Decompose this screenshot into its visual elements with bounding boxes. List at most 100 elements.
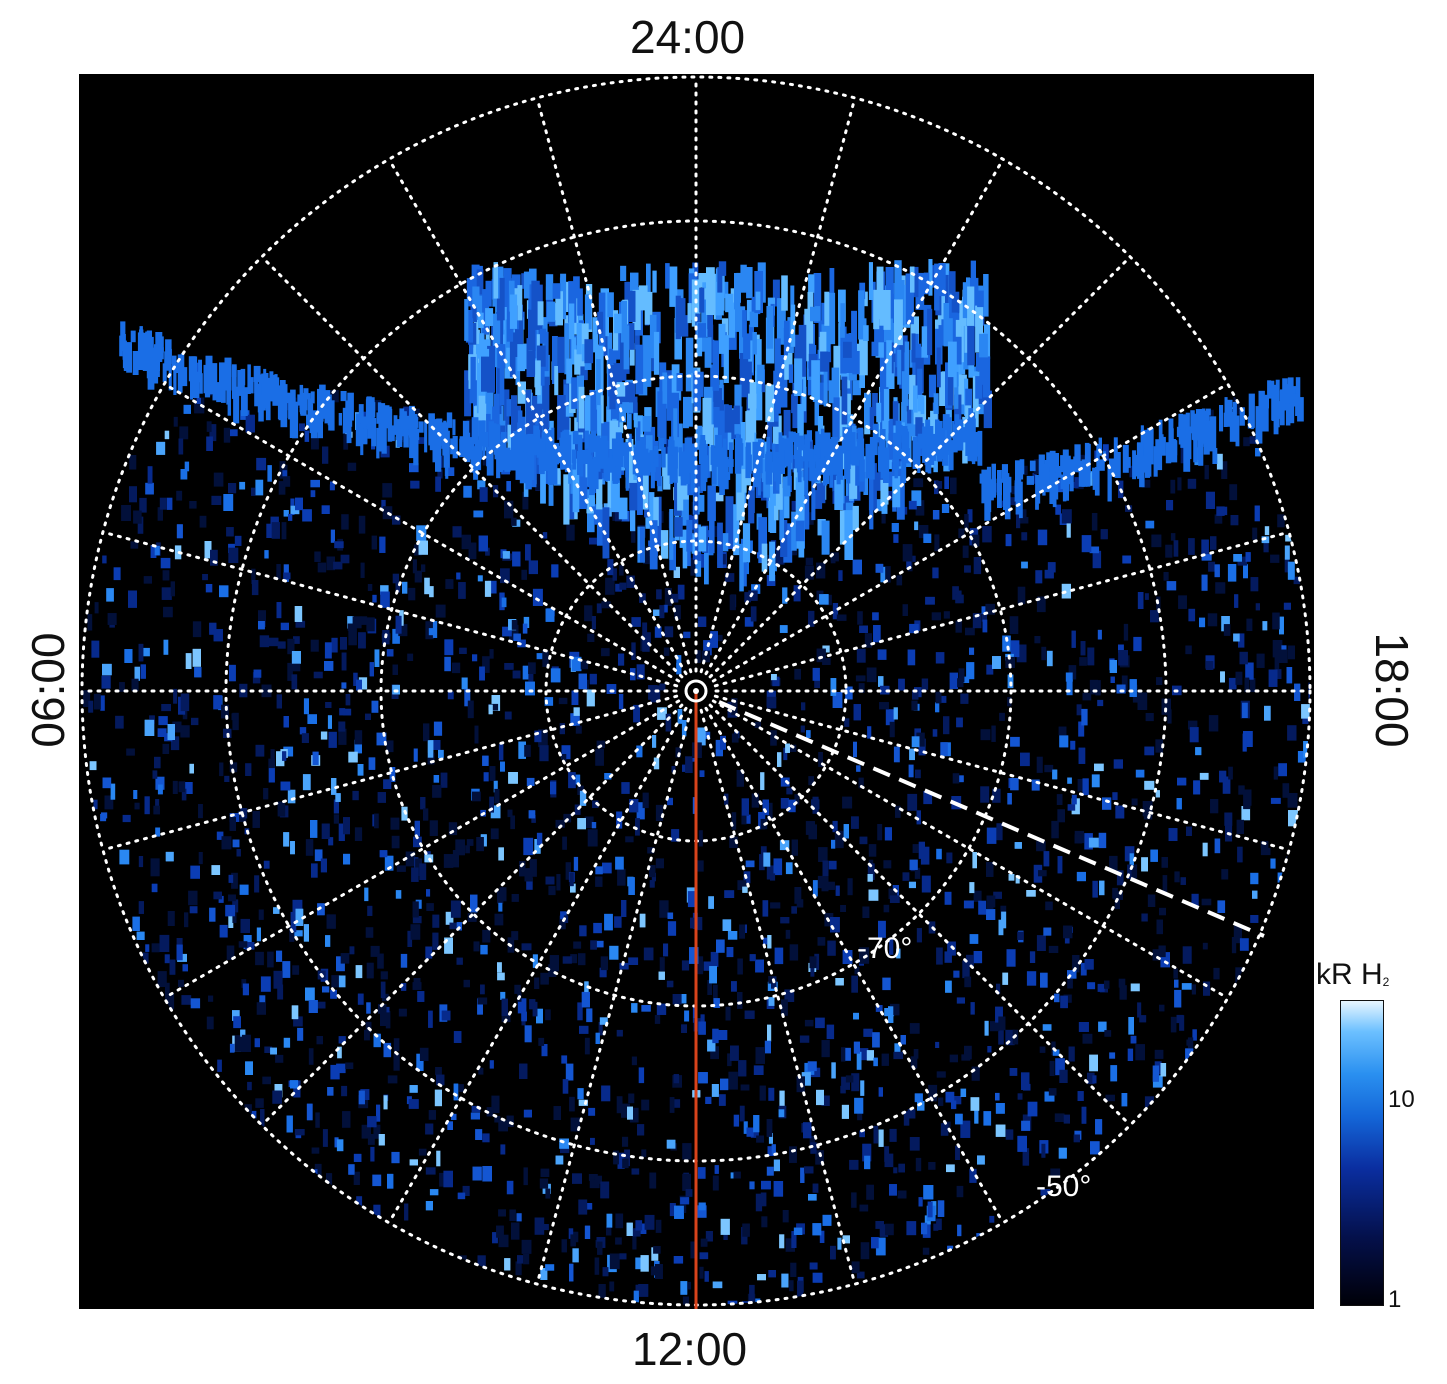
emission-pixel xyxy=(918,525,929,539)
rim-streak xyxy=(310,410,318,439)
emission-pixel xyxy=(1036,935,1046,951)
emission-pixel xyxy=(875,1005,883,1012)
emission-pixel xyxy=(273,907,280,914)
emission-pixel xyxy=(239,481,246,490)
oval-streak xyxy=(776,298,786,345)
emission-pixel xyxy=(785,1238,795,1252)
oval-streak xyxy=(826,292,836,345)
emission-pixel xyxy=(314,849,323,862)
emission-pixel xyxy=(745,814,751,824)
rim-streak xyxy=(1067,459,1074,476)
emission-pixel xyxy=(750,606,757,622)
emission-pixel xyxy=(242,983,249,996)
emission-pixel xyxy=(712,1028,719,1044)
emission-pixel xyxy=(292,899,303,918)
rim-streak xyxy=(658,437,665,450)
oval-streak xyxy=(666,374,675,421)
emission-pixel xyxy=(321,823,330,839)
oval-streak xyxy=(674,517,683,537)
emission-pixel xyxy=(447,1121,453,1130)
emission-pixel xyxy=(194,397,205,414)
rim-streak xyxy=(1060,474,1068,489)
rim-streak xyxy=(784,438,790,467)
rim-streak xyxy=(1232,401,1237,420)
emission-pixel xyxy=(595,748,604,766)
emission-pixel xyxy=(283,572,291,580)
emission-pixel xyxy=(280,781,291,791)
longitude-line xyxy=(162,382,681,683)
oval-streak xyxy=(509,332,517,377)
emission-pixel xyxy=(753,1115,760,1133)
emission-pixel xyxy=(864,633,872,648)
oval-streak xyxy=(913,385,918,413)
emission-pixel xyxy=(303,924,309,942)
longitude-line xyxy=(260,255,684,679)
emission-pixel xyxy=(744,617,754,627)
emission-pixel xyxy=(1007,674,1014,689)
emission-pixel xyxy=(339,708,346,716)
emission-pixel xyxy=(327,715,332,729)
emission-pixel xyxy=(525,681,535,696)
emission-pixel xyxy=(1102,797,1112,810)
emission-pixel xyxy=(194,667,202,678)
rim-streak xyxy=(680,459,687,486)
emission-pixel xyxy=(842,796,853,809)
emission-pixel xyxy=(1176,798,1182,810)
oval-streak xyxy=(464,370,472,417)
emission-pixel xyxy=(288,513,293,521)
emission-pixel xyxy=(707,980,712,995)
emission-pixel xyxy=(572,1248,579,1263)
oval-streak xyxy=(930,410,938,452)
emission-pixel xyxy=(165,851,174,862)
emission-pixel xyxy=(902,544,913,562)
auroral-oval xyxy=(119,259,1304,592)
emission-pixel xyxy=(1144,746,1155,756)
emission-pixel xyxy=(333,814,339,824)
rim-streak xyxy=(241,378,245,394)
rim-streak xyxy=(310,391,315,404)
emission-pixel xyxy=(512,670,521,679)
oval-streak xyxy=(844,510,854,560)
oval-streak xyxy=(749,311,759,328)
oval-streak xyxy=(653,497,659,526)
emission-pixel xyxy=(615,583,622,592)
emission-pixel xyxy=(695,650,701,663)
rim-streak xyxy=(233,386,240,424)
emission-pixel xyxy=(1002,635,1011,652)
emission-pixel xyxy=(859,1048,869,1061)
oval-streak xyxy=(464,299,469,341)
emission-pixel xyxy=(228,911,234,928)
emission-pixel xyxy=(355,965,363,979)
emission-pixel xyxy=(725,1006,731,1021)
oval-streak xyxy=(784,327,793,380)
emission-pixel xyxy=(239,884,249,895)
emission-pixel xyxy=(414,570,422,583)
rim-streak xyxy=(787,456,792,486)
emission-pixel xyxy=(507,809,513,818)
emission-pixel xyxy=(673,566,680,578)
emission-pixel xyxy=(1026,971,1037,986)
longitude-line xyxy=(704,706,1005,1225)
emission-pixel xyxy=(649,865,656,878)
emission-pixel xyxy=(255,744,265,757)
emission-pixel xyxy=(761,1216,768,1228)
emission-pixel xyxy=(879,702,889,710)
emission-pixel xyxy=(571,690,579,705)
oval-streak xyxy=(794,358,803,396)
emission-pixel xyxy=(1112,792,1118,800)
emission-pixel xyxy=(368,757,376,770)
rim-streak xyxy=(758,439,765,459)
emission-pixel xyxy=(911,490,922,506)
emission-pixel xyxy=(854,1097,864,1114)
emission-pixel xyxy=(1303,741,1309,758)
emission-pixel xyxy=(205,584,213,593)
rim-streak xyxy=(224,357,232,391)
emission-pixel xyxy=(995,1092,1000,1101)
emission-pixel xyxy=(1067,970,1077,979)
oval-streak xyxy=(709,503,715,554)
oval-streak xyxy=(728,302,735,338)
emission-pixel xyxy=(780,917,790,924)
emission-pixel xyxy=(245,763,252,776)
emission-pixel xyxy=(779,625,788,633)
emission-pixel xyxy=(631,642,636,660)
